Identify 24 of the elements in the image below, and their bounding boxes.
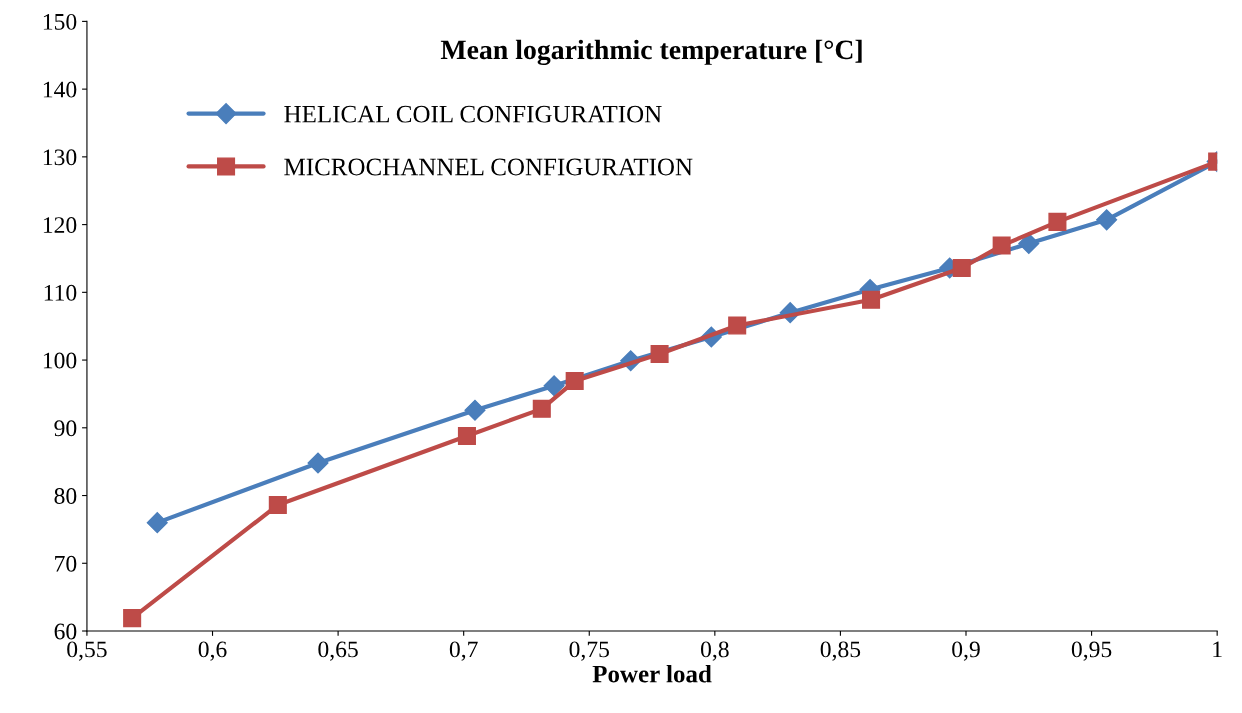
- y-tick-label: 60: [54, 623, 77, 640]
- x-tick-label: 1: [1213, 641, 1222, 658]
- x-axis-title: Power load: [592, 664, 712, 683]
- y-tick-label: 100: [43, 352, 77, 369]
- x-tick-label: 0,55: [67, 641, 107, 661]
- y-tick-label: 70: [55, 555, 77, 572]
- y-tick-label: 80: [54, 488, 77, 504]
- x-tick-label: 0,9: [952, 641, 980, 661]
- x-tick-label: 0,95: [1071, 641, 1112, 661]
- legend-label: HELICAL COIL CONFIGURATION: [284, 105, 662, 123]
- x-tick-label: 0,85: [820, 641, 861, 661]
- x-tick-label: 0,8: [700, 641, 729, 661]
- y-tick-label: 130: [43, 149, 77, 166]
- y-tick-label: 110: [44, 284, 77, 301]
- y-tick-label: 140: [43, 81, 77, 98]
- text: Mean logarithmic temperature [°C]: [440, 39, 862, 66]
- x-tick-label: 0,75: [569, 641, 609, 661]
- legend-label: MICROCHANNEL CONFIGURATION: [284, 158, 693, 176]
- x-tick-label: 0,6: [198, 641, 227, 661]
- x-tick-label: 0,7: [449, 641, 478, 661]
- y-tick-label: 90: [54, 420, 77, 437]
- x-tick-label: 0,65: [318, 641, 358, 661]
- y-tick-label: 150: [43, 13, 77, 30]
- y-tick-label: 120: [43, 217, 77, 234]
